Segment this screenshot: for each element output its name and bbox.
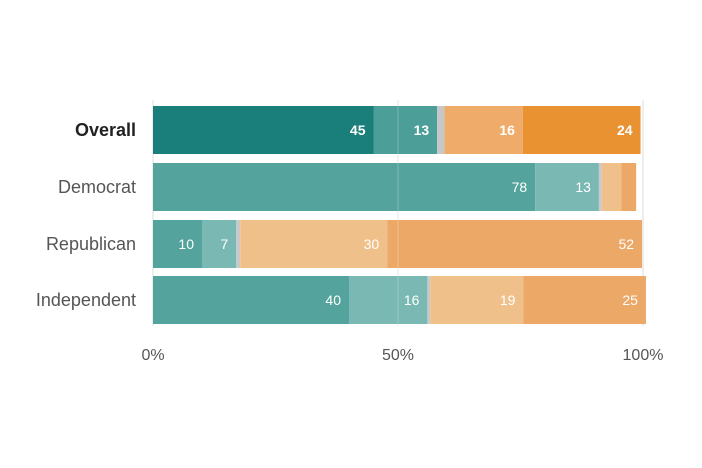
bar-independent-segment-2 <box>349 276 428 324</box>
bar-democrat-segment-4 <box>601 163 622 211</box>
bar-republican-segment-4 <box>240 220 388 268</box>
data-label-democrat-2: 13 <box>575 179 591 195</box>
category-labels: Overall Democrat Republican Independent <box>36 120 136 310</box>
bar-democrat-segment-2 <box>535 163 599 211</box>
category-label-independent: Independent <box>36 290 136 310</box>
data-label-independent-1: 40 <box>325 292 341 308</box>
bar-independent-segment-5 <box>523 276 646 324</box>
bar-democrat-segment-5 <box>621 163 637 211</box>
data-label-democrat-1: 78 <box>512 179 528 195</box>
data-label-republican-1: 10 <box>178 236 194 252</box>
bar-democrat-segment-1 <box>153 163 536 211</box>
bar-independent-segment-4 <box>430 276 524 324</box>
bar-republican-segment-2 <box>202 220 237 268</box>
bars: 45 13 16 24 78 13 10 7 30 52 40 16 19 25 <box>153 106 646 324</box>
data-label-independent-4: 19 <box>500 292 516 308</box>
category-label-democrat: Democrat <box>58 177 136 197</box>
bar-democrat-segment-3 <box>598 163 602 211</box>
data-label-republican-2: 7 <box>221 236 229 252</box>
bar-independent-segment-3 <box>427 276 431 324</box>
category-label-republican: Republican <box>46 234 136 254</box>
x-axis-tick-labels: 0% 50% 100% <box>141 347 663 364</box>
bar-overall-segment-4 <box>444 106 523 154</box>
data-label-overall-4: 16 <box>499 122 515 138</box>
bar-independent-segment-1 <box>153 276 349 324</box>
bar-overall-segment-5 <box>522 106 641 154</box>
x-tick-label-0: 0% <box>141 347 164 364</box>
data-label-overall-2: 13 <box>414 122 430 138</box>
data-label-overall-5: 24 <box>617 122 633 138</box>
data-label-republican-5: 52 <box>618 236 634 252</box>
category-label-overall: Overall <box>75 120 136 140</box>
data-label-independent-5: 25 <box>622 292 638 308</box>
bar-republican-segment-1 <box>153 220 202 268</box>
data-label-independent-2: 16 <box>404 292 420 308</box>
bar-overall-segment-2 <box>373 106 438 154</box>
x-tick-label-50: 50% <box>382 347 414 364</box>
x-tick-label-100: 100% <box>623 347 664 364</box>
bar-republican-segment-5 <box>387 220 643 268</box>
bar-republican-segment-3 <box>236 220 241 268</box>
bar-overall-segment-1 <box>153 106 374 154</box>
data-label-republican-4: 30 <box>364 236 380 252</box>
data-label-overall-1: 45 <box>350 122 366 138</box>
bar-overall-segment-3 <box>437 106 445 154</box>
